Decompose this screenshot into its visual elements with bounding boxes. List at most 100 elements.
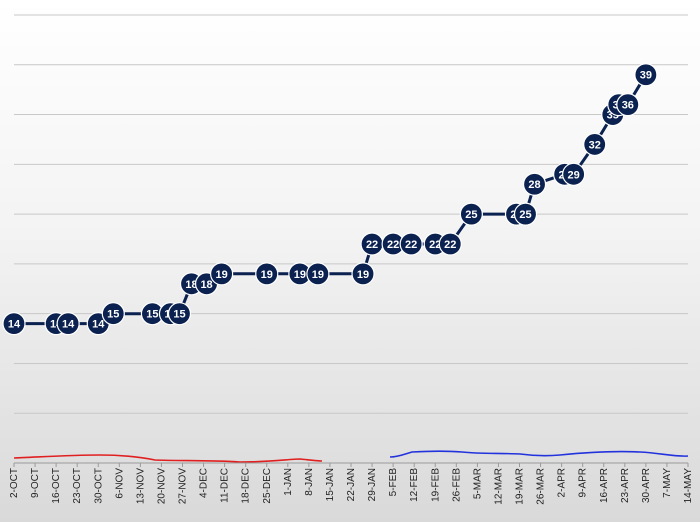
data-point: 25 bbox=[513, 202, 538, 226]
data-point-marker bbox=[210, 262, 234, 286]
grid-lines bbox=[14, 14, 688, 414]
data-point: 22 bbox=[381, 232, 405, 256]
data-point-label: 25 bbox=[465, 209, 477, 221]
data-point-marker bbox=[513, 202, 538, 226]
data-point: 39 bbox=[634, 63, 658, 87]
x-tick-label: 19-MAR bbox=[515, 468, 526, 505]
data-point-label: 22 bbox=[366, 239, 378, 251]
x-tick-label: 5-MAR bbox=[472, 468, 483, 499]
data-point-marker bbox=[583, 132, 607, 157]
data-point: 15 bbox=[101, 302, 125, 326]
x-tick-label: 9-APR bbox=[578, 468, 589, 497]
blue-trend-line bbox=[389, 450, 689, 458]
data-point-label: 15 bbox=[107, 309, 119, 321]
x-tick-label: 5-FEB bbox=[388, 468, 399, 497]
data-point-marker bbox=[306, 262, 330, 286]
data-point-marker bbox=[399, 232, 423, 256]
data-point: 15 bbox=[140, 302, 165, 326]
x-tick-label: 22-JAN bbox=[346, 468, 357, 501]
x-tick-label: 13-NOV bbox=[135, 468, 146, 504]
x-tick-label: 12-FEB bbox=[409, 468, 420, 502]
x-tick-label: 19-FEB bbox=[430, 468, 441, 502]
data-point-label: 29 bbox=[568, 169, 580, 181]
x-tick-label: 15-JAN bbox=[325, 468, 336, 501]
data-point-label: 14 bbox=[62, 319, 75, 331]
x-tick-label: 26-MAR bbox=[536, 468, 547, 505]
data-point-marker bbox=[2, 312, 26, 336]
data-point: 28 bbox=[522, 172, 547, 196]
data-point: 22 bbox=[360, 232, 384, 256]
x-tick-label: 30-OCT bbox=[93, 468, 104, 504]
data-point-label: 39 bbox=[640, 70, 652, 82]
data-point: 19 bbox=[210, 262, 234, 286]
x-tick-label: 26-FEB bbox=[451, 468, 462, 502]
data-point: 19 bbox=[255, 262, 279, 286]
data-point-marker bbox=[459, 202, 483, 226]
data-point: 14 bbox=[56, 312, 80, 336]
data-point-label: 25 bbox=[519, 209, 531, 221]
data-point-label: 19 bbox=[294, 269, 306, 281]
data-point-label: 18 bbox=[200, 279, 212, 291]
bottom-trend-lines bbox=[13, 450, 689, 463]
data-point-label: 32 bbox=[589, 139, 601, 151]
x-tick-label: 29-JAN bbox=[367, 468, 378, 501]
x-tick-label: 23-APR bbox=[620, 468, 631, 503]
data-point: 25 bbox=[459, 202, 483, 226]
x-tick-label: 18-DEC bbox=[241, 468, 252, 504]
data-point-marker bbox=[101, 302, 125, 326]
x-tick-label: 23-OCT bbox=[72, 468, 83, 504]
data-point-marker bbox=[438, 232, 462, 256]
x-tick-label: 27-NOV bbox=[178, 468, 189, 504]
data-point-label: 19 bbox=[357, 269, 369, 281]
x-tick-label: 30-APR bbox=[641, 468, 652, 503]
data-point: 22 bbox=[438, 232, 462, 256]
x-tick-label: 16-APR bbox=[599, 468, 610, 503]
x-tick-label: 4-DEC bbox=[199, 468, 210, 498]
data-points: 1414141415151515181819191919192222222222… bbox=[2, 63, 658, 336]
data-point-label: 22 bbox=[444, 239, 456, 251]
data-point-label: 36 bbox=[622, 100, 634, 112]
x-tick-label: 11-DEC bbox=[220, 468, 231, 503]
data-point-label: 15 bbox=[173, 309, 185, 321]
data-point: 32 bbox=[583, 132, 607, 157]
data-point-marker bbox=[351, 262, 375, 286]
data-point: 19 bbox=[351, 262, 375, 286]
x-tick-label: 14-MAY bbox=[683, 468, 694, 504]
data-point: 19 bbox=[306, 262, 330, 286]
data-point-label: 19 bbox=[215, 269, 227, 281]
data-point-label: 22 bbox=[429, 239, 441, 251]
data-point-label: 19 bbox=[261, 269, 273, 281]
series-line bbox=[14, 73, 648, 326]
data-point: 29 bbox=[562, 162, 586, 186]
x-tick-label: 2-OCT bbox=[9, 468, 20, 498]
data-point: 36 bbox=[616, 92, 640, 117]
x-tick-label: 7-MAY bbox=[662, 468, 673, 498]
data-point-marker bbox=[255, 262, 279, 286]
data-point-label: 14 bbox=[92, 319, 105, 331]
data-point: 19 bbox=[288, 262, 312, 286]
data-point-label: 14 bbox=[8, 319, 21, 331]
x-tick-label: 16-OCT bbox=[51, 468, 62, 504]
data-point: 15 bbox=[167, 302, 192, 326]
red-trend-line bbox=[13, 454, 323, 463]
data-point-marker bbox=[167, 302, 192, 326]
x-tick-label: 9-OCT bbox=[30, 468, 41, 498]
x-axis-ticks: 2-OCT 9-OCT 16-OCT 23-OCT 30-OCT 6-NOV 13-NOV 2… bbox=[9, 463, 694, 505]
x-tick-label: 1-JAN bbox=[283, 468, 294, 496]
data-point: 14 bbox=[2, 312, 26, 336]
x-tick-label: 2-APR bbox=[557, 468, 568, 497]
data-point-marker bbox=[56, 312, 80, 336]
data-point-label: 19 bbox=[312, 269, 324, 281]
data-point-marker bbox=[522, 172, 547, 196]
data-point-marker bbox=[562, 162, 586, 186]
data-point-label: 18 bbox=[185, 279, 197, 291]
x-tick-label: 6-NOV bbox=[114, 468, 125, 499]
x-tick-label: 20-NOV bbox=[156, 468, 167, 504]
data-point-label: 22 bbox=[405, 239, 417, 251]
data-point-marker bbox=[616, 92, 640, 117]
data-point: 22 bbox=[399, 232, 423, 256]
data-point-label: 15 bbox=[146, 309, 158, 321]
x-tick-label: 25-DEC bbox=[262, 468, 273, 504]
data-point-label: 28 bbox=[528, 179, 540, 191]
